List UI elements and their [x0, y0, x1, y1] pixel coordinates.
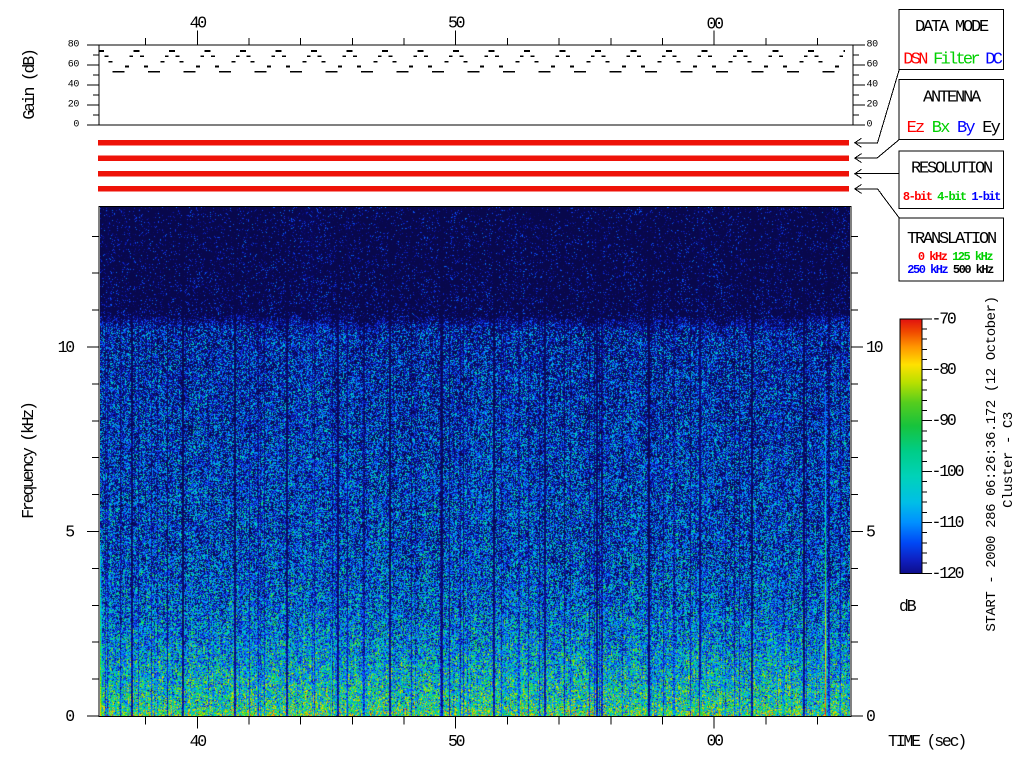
svg-text:250 kHz 500 kHz: 250 kHz 500 kHz: [907, 263, 994, 277]
svg-text:-100: -100: [932, 462, 964, 481]
svg-text:-80: -80: [932, 360, 956, 379]
svg-text:8-bit 4-bit 1-bit: 8-bit 4-bit 1-bit: [903, 190, 1001, 204]
svg-text:40: 40: [190, 14, 207, 33]
svg-text:Gain (dB): Gain (dB): [20, 50, 39, 120]
svg-text:0: 0: [73, 120, 79, 131]
svg-text:00: 00: [706, 14, 723, 33]
svg-text:DATA MODE: DATA MODE: [915, 18, 989, 37]
svg-text:0: 0: [65, 707, 74, 726]
svg-text:40: 40: [190, 732, 207, 751]
svg-text:dB: dB: [899, 597, 917, 616]
svg-text:20: 20: [867, 100, 879, 111]
svg-text:-70: -70: [932, 309, 956, 328]
svg-text:TIME (sec): TIME (sec): [888, 732, 965, 751]
svg-text:START - 2000 286 06:26:36.172: START - 2000 286 06:26:36.172 (12 Octobe…: [984, 296, 1000, 631]
svg-text:DSN Filter DC: DSN Filter DC: [903, 51, 1002, 70]
svg-text:60: 60: [867, 60, 879, 71]
svg-text:50: 50: [448, 732, 465, 751]
svg-text:10: 10: [866, 338, 883, 357]
svg-text:80: 80: [867, 40, 879, 51]
svg-text:20: 20: [68, 100, 80, 111]
svg-text:Frequency (kHz): Frequency (kHz): [19, 403, 38, 519]
svg-text:10: 10: [58, 338, 75, 357]
svg-text:40: 40: [68, 80, 80, 91]
svg-text:TRANSLATION: TRANSLATION: [907, 230, 996, 249]
svg-text:0 kHz 125 kHz: 0 kHz 125 kHz: [918, 250, 993, 264]
svg-text:0: 0: [867, 120, 873, 131]
svg-text:60: 60: [68, 60, 80, 71]
svg-text:Ez Bx By Ey: Ez Bx By Ey: [907, 119, 1001, 138]
svg-text:Cluster - C3: Cluster - C3: [1001, 412, 1017, 508]
svg-text:0: 0: [866, 707, 875, 726]
svg-text:ANTENNA: ANTENNA: [923, 88, 982, 107]
svg-text:5: 5: [65, 523, 74, 542]
svg-text:00: 00: [706, 732, 723, 751]
svg-text:5: 5: [866, 523, 875, 542]
svg-text:-110: -110: [932, 513, 964, 532]
svg-text:RESOLUTION: RESOLUTION: [911, 159, 992, 178]
svg-text:50: 50: [448, 14, 465, 33]
svg-text:-120: -120: [932, 564, 964, 583]
svg-text:40: 40: [867, 80, 879, 91]
svg-text:80: 80: [68, 40, 80, 51]
svg-text:-90: -90: [932, 411, 956, 430]
